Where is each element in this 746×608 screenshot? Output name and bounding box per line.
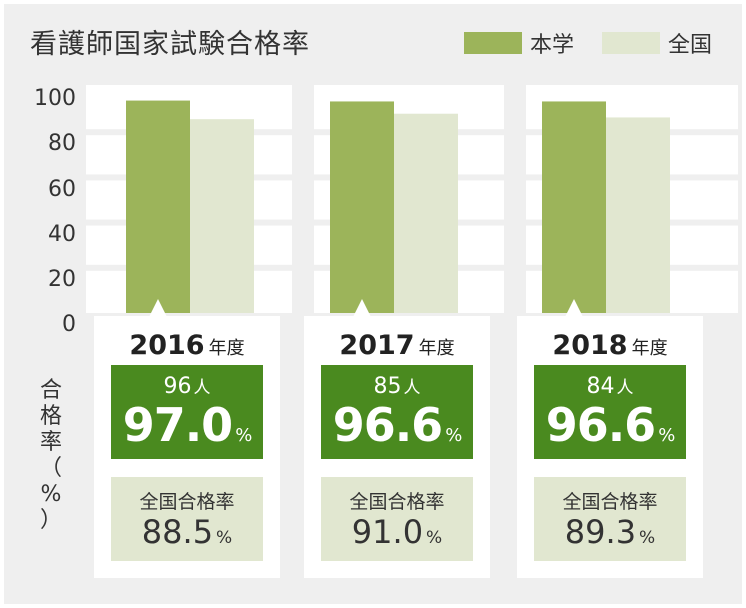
school-rate-unit: % (445, 425, 462, 446)
national-rate-box: 全国合格率 89.3% (534, 477, 686, 561)
legend-item-national: 全国 (602, 27, 712, 59)
legend-swatch-national (602, 32, 660, 54)
school-rate-value: 97.0 (122, 398, 233, 452)
card-year-number: 2018 (552, 330, 628, 361)
school-rate-value: 96.6 (332, 398, 443, 452)
card-year: 2018 年度 (517, 330, 703, 361)
national-rate-label: 全国合格率 (562, 491, 658, 513)
national-rate-box: 全国合格率 88.5% (111, 477, 263, 561)
chart-title: 看護師国家試験合格率 (30, 29, 310, 60)
y-axis-label-char: % (40, 482, 62, 507)
legend-swatch-school (464, 32, 522, 54)
national-rate-value: 89.3 (564, 513, 637, 551)
bar-school-2018 (542, 101, 606, 313)
school-rate-box: 96 人 97.0% (111, 365, 263, 459)
passer-count-value: 85 (373, 374, 402, 399)
school-rate-unit: % (235, 425, 252, 446)
national-rate-unit: % (216, 528, 233, 548)
card-pointer (565, 299, 583, 317)
group-separator (292, 85, 314, 313)
school-rate: 97.0% (111, 398, 263, 452)
national-rate: 91.0% (321, 513, 473, 551)
year-card-2016: 2016 年度 96 人 97.0% 全国合格率 88.5% (94, 316, 280, 578)
passer-count-value: 84 (586, 374, 615, 399)
national-rate: 88.5% (111, 513, 263, 551)
card-year: 2016 年度 (94, 330, 280, 361)
card-year: 2017 年度 (304, 330, 490, 361)
passer-count-unit: 人 (193, 378, 211, 398)
card-pointer (353, 299, 371, 317)
year-card-2018: 2018 年度 84 人 96.6% 全国合格率 89.3% (517, 316, 703, 578)
legend-item-school: 本学 (464, 27, 574, 59)
y-tick-label: 60 (48, 177, 76, 202)
school-rate-box: 84 人 96.6% (534, 365, 686, 459)
y-axis-label-char: ） (39, 508, 62, 533)
y-axis-label-char: （ (39, 456, 62, 481)
y-axis-label-char: 率 (39, 430, 62, 455)
national-rate-label: 全国合格率 (139, 491, 235, 513)
card-year-suffix: 年度 (631, 338, 668, 359)
national-rate-box: 全国合格率 91.0% (321, 477, 473, 561)
year-card-2017: 2017 年度 85 人 96.6% 全国合格率 91.0% (304, 316, 490, 578)
passer-count-unit: 人 (403, 378, 421, 398)
bar-national-2018 (606, 117, 670, 313)
passer-count-value: 96 (163, 374, 192, 399)
passer-count-unit: 人 (616, 378, 634, 398)
y-axis-label-char: 格 (39, 404, 62, 429)
card-year-suffix: 年度 (418, 338, 455, 359)
bar-national-2016 (190, 119, 254, 313)
bar-school-2016 (126, 100, 190, 313)
card-year-number: 2016 (129, 330, 205, 361)
bar-national-2017 (394, 113, 458, 314)
school-rate-unit: % (658, 425, 675, 446)
card-year-number: 2017 (339, 330, 415, 361)
national-rate-value: 88.5 (141, 513, 214, 551)
national-rate-value: 91.0 (351, 513, 424, 551)
card-year-suffix: 年度 (208, 338, 245, 359)
y-tick-label: 40 (48, 222, 76, 247)
y-tick-label: 100 (34, 86, 76, 111)
national-rate-unit: % (426, 528, 443, 548)
card-pointer (149, 299, 167, 317)
national-rate-label: 全国合格率 (349, 491, 445, 513)
y-tick-label: 80 (48, 131, 76, 156)
group-separator (504, 85, 526, 313)
y-tick-label: 0 (62, 312, 76, 337)
legend-label-national: 全国 (668, 33, 713, 58)
passer-count: 85 人 (321, 373, 473, 399)
bar-school-2017 (330, 101, 394, 313)
passer-count: 96 人 (111, 373, 263, 399)
y-tick-label: 20 (48, 267, 76, 292)
school-rate: 96.6% (321, 398, 473, 452)
national-rate-unit: % (639, 528, 656, 548)
passer-count: 84 人 (534, 373, 686, 399)
y-axis-label-char: 合 (39, 378, 62, 403)
y-axis-label: 合 格 率 （ % ） (36, 378, 66, 534)
school-rate: 96.6% (534, 398, 686, 452)
school-rate-value: 96.6 (545, 398, 656, 452)
legend-label-school: 本学 (530, 33, 575, 58)
school-rate-box: 85 人 96.6% (321, 365, 473, 459)
national-rate: 89.3% (534, 513, 686, 551)
